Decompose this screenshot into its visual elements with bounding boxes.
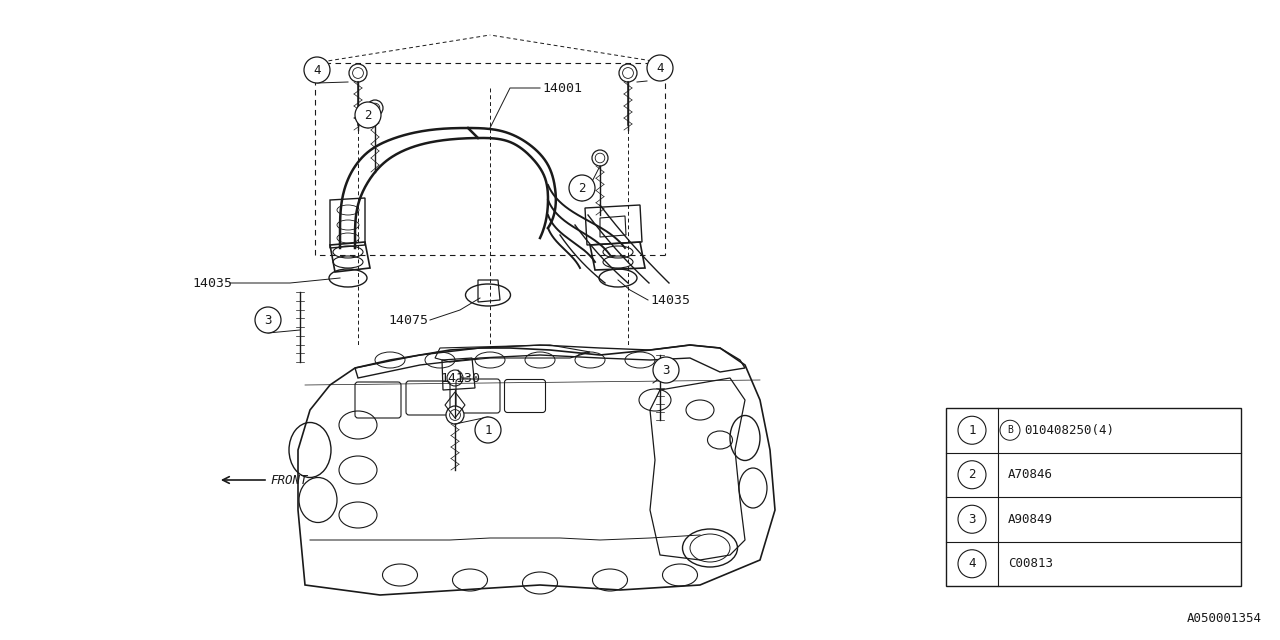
Circle shape <box>620 64 637 82</box>
Circle shape <box>349 64 367 82</box>
Circle shape <box>957 505 986 533</box>
Text: 3: 3 <box>662 364 669 376</box>
Text: 1: 1 <box>968 424 975 436</box>
Text: 010408250(4): 010408250(4) <box>1024 424 1114 436</box>
Circle shape <box>445 406 465 424</box>
Text: 14035: 14035 <box>192 276 232 289</box>
Text: C00813: C00813 <box>1009 557 1053 570</box>
Text: 2: 2 <box>579 182 586 195</box>
Circle shape <box>957 461 986 489</box>
Circle shape <box>591 150 608 166</box>
Circle shape <box>475 417 500 443</box>
Text: A90849: A90849 <box>1009 513 1053 525</box>
Circle shape <box>957 416 986 444</box>
Text: 14001: 14001 <box>541 81 582 95</box>
Text: 3: 3 <box>968 513 975 525</box>
Circle shape <box>367 100 383 116</box>
Text: B: B <box>1007 425 1012 435</box>
Circle shape <box>305 57 330 83</box>
Text: 2: 2 <box>365 109 371 122</box>
Text: 4: 4 <box>968 557 975 570</box>
Text: 2: 2 <box>968 468 975 481</box>
Circle shape <box>1000 420 1020 440</box>
Text: 3: 3 <box>264 314 271 326</box>
Text: 1: 1 <box>484 424 492 436</box>
Text: 4: 4 <box>314 63 321 77</box>
Text: A70846: A70846 <box>1009 468 1053 481</box>
Circle shape <box>957 550 986 578</box>
Bar <box>946 408 1242 586</box>
Text: 14035: 14035 <box>650 294 690 307</box>
Text: FRONT: FRONT <box>270 474 307 486</box>
Circle shape <box>355 102 381 128</box>
Text: 14130: 14130 <box>440 371 480 385</box>
Text: 14075: 14075 <box>388 314 428 326</box>
Circle shape <box>646 55 673 81</box>
Circle shape <box>570 175 595 201</box>
Circle shape <box>653 357 678 383</box>
Text: 4: 4 <box>657 61 664 74</box>
Circle shape <box>255 307 282 333</box>
Text: A050001354: A050001354 <box>1187 612 1262 625</box>
